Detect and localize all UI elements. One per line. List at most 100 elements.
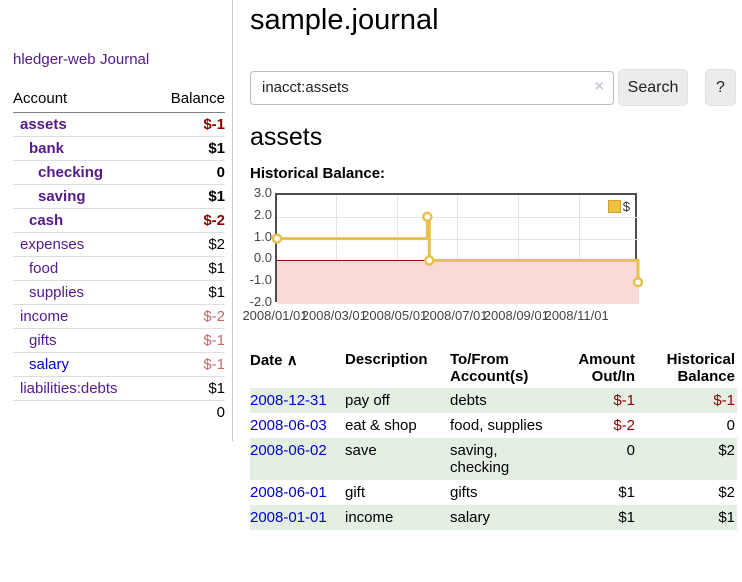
chart-legend: $: [607, 199, 630, 214]
transaction-row[interactable]: 2008-12-31 pay off debts $-1 $-1: [250, 388, 737, 413]
transaction-row[interactable]: 2008-06-03 eat & shop food, supplies $-2 0: [250, 413, 737, 438]
transaction-date-link[interactable]: 2008-06-01: [250, 484, 327, 501]
transaction-balance: 0: [726, 417, 735, 434]
accounts-total-value: 0: [152, 400, 225, 424]
account-link[interactable]: income: [20, 308, 69, 325]
chart-plot-area[interactable]: $: [271, 193, 644, 304]
account-link[interactable]: salary: [29, 356, 70, 373]
gridline: [578, 195, 580, 304]
register-header-balance: Historical Balance: [666, 351, 735, 385]
x-axis-tick-label: 2008/11/01: [544, 308, 609, 323]
transaction-accounts: saving, checking: [450, 438, 562, 480]
sort-ascending-icon: ∧: [286, 352, 298, 369]
accounts-total-row: 0: [13, 400, 225, 424]
transaction-date-link[interactable]: 2008-01-01: [250, 509, 327, 526]
account-link[interactable]: assets: [20, 116, 67, 133]
transaction-balance: $2: [643, 438, 737, 480]
account-balance: $-1: [152, 352, 225, 377]
account-link[interactable]: food: [29, 260, 59, 277]
data-point-marker: [424, 255, 435, 266]
data-point-marker: [271, 233, 283, 244]
accounts-header-account: Account: [13, 88, 153, 113]
gridline: [277, 216, 639, 218]
x-axis-tick-label: 2008/09/01: [483, 308, 549, 323]
search-form: × Search ?: [250, 69, 742, 106]
account-link[interactable]: bank: [29, 140, 65, 157]
accounts-header-balance: Balance: [152, 88, 225, 113]
account-balance: $-2: [152, 304, 225, 329]
gridline: [396, 195, 398, 304]
transaction-amount: $1: [618, 484, 635, 501]
account-link[interactable]: supplies: [29, 284, 85, 301]
account-balance: $-1: [152, 328, 225, 353]
data-point-marker: [632, 276, 644, 288]
x-axis-tick-label: 2008/03/01: [301, 308, 367, 323]
transaction-amount: $1: [562, 505, 643, 530]
account-link[interactable]: saving: [38, 188, 86, 205]
transaction-amount: 0: [562, 438, 643, 480]
transaction-balance: $-1: [643, 388, 737, 413]
account-row: liabilities:debts $1: [13, 376, 225, 401]
search-button[interactable]: Search: [618, 69, 688, 106]
negative-region: [277, 260, 639, 304]
main-content: sample.journal × Search ? assets Histori…: [242, 0, 742, 530]
account-link[interactable]: expenses: [20, 236, 85, 253]
x-axis-tick-label: 2008/01/01: [242, 308, 308, 323]
transaction-row[interactable]: 2008-06-01 gift gifts $1 $2: [250, 480, 737, 505]
balance-line-series: [271, 211, 644, 288]
account-balance: $1: [152, 280, 225, 305]
transaction-accounts: salary: [450, 505, 562, 530]
gridline: [518, 195, 520, 304]
transaction-balance: $1: [643, 505, 737, 530]
clear-search-icon[interactable]: ×: [594, 77, 604, 95]
account-balance: $-2: [152, 208, 225, 233]
account-row: cash $-2: [13, 208, 225, 233]
y-axis-tick-label: -1.0: [249, 272, 272, 288]
y-axis-tick-label: 1.0: [253, 228, 272, 244]
y-axis-tick-label: 0.0: [253, 250, 272, 266]
register-header-date[interactable]: Date ∧: [250, 352, 298, 369]
account-link[interactable]: checking: [38, 164, 104, 181]
app-title-link[interactable]: hledger-web: [13, 51, 96, 68]
account-row: supplies $1: [13, 280, 225, 305]
y-axis-tick-label: 2.0: [253, 206, 272, 222]
account-heading: assets: [250, 123, 323, 151]
account-balance: $1: [152, 256, 225, 281]
account-link[interactable]: liabilities:debts: [20, 380, 118, 397]
accounts-table: Account Balance assets $-1 bank $1 checking 0…: [13, 88, 225, 424]
transaction-row[interactable]: 2008-01-01 income salary $1 $1: [250, 505, 737, 530]
account-balance: 0: [152, 160, 225, 185]
gridline: [336, 195, 338, 304]
register-header-description: Description: [345, 351, 428, 368]
help-button[interactable]: ?: [705, 69, 736, 106]
x-axis-tick-label: 2008/07/01: [422, 308, 488, 323]
transaction-accounts: gifts: [450, 484, 478, 501]
page-title: sample.journal: [250, 4, 439, 36]
register-table: Date ∧ Description To/From Account(s) Am…: [250, 348, 737, 530]
sidebar-item-journal[interactable]: Journal: [100, 51, 150, 68]
account-link[interactable]: cash: [29, 212, 64, 229]
account-link[interactable]: gifts: [29, 332, 57, 349]
transaction-description: pay off: [345, 388, 450, 413]
transaction-row[interactable]: 2008-06-02 save saving, checking 0 $2: [250, 438, 737, 480]
transaction-amount: $-1: [562, 388, 643, 413]
x-axis-tick-label: 2008/05/01: [362, 308, 428, 323]
account-row: salary $-1: [13, 352, 225, 377]
transaction-date-link[interactable]: 2008-06-03: [250, 417, 327, 434]
account-row: assets $-1: [13, 112, 225, 137]
transaction-date-link[interactable]: 2008-06-02: [250, 442, 327, 459]
legend-swatch: [607, 200, 621, 213]
chart-title: Historical Balance:: [250, 165, 386, 182]
account-balance: $-1: [152, 112, 225, 137]
search-box: ×: [250, 70, 614, 105]
transaction-date-link[interactable]: 2008-12-31: [250, 392, 327, 409]
transaction-description: save: [345, 438, 450, 480]
account-balance: $1: [152, 184, 225, 209]
search-input[interactable]: [250, 70, 614, 105]
y-axis-tick-label: 3.0: [253, 185, 272, 200]
legend-label: $: [622, 199, 630, 214]
account-row: income $-2: [13, 304, 225, 329]
sidebar: hledger-web Journal Account Balance asse…: [0, 0, 233, 441]
account-balance: $1: [152, 136, 225, 161]
transaction-description: gift: [345, 484, 366, 501]
